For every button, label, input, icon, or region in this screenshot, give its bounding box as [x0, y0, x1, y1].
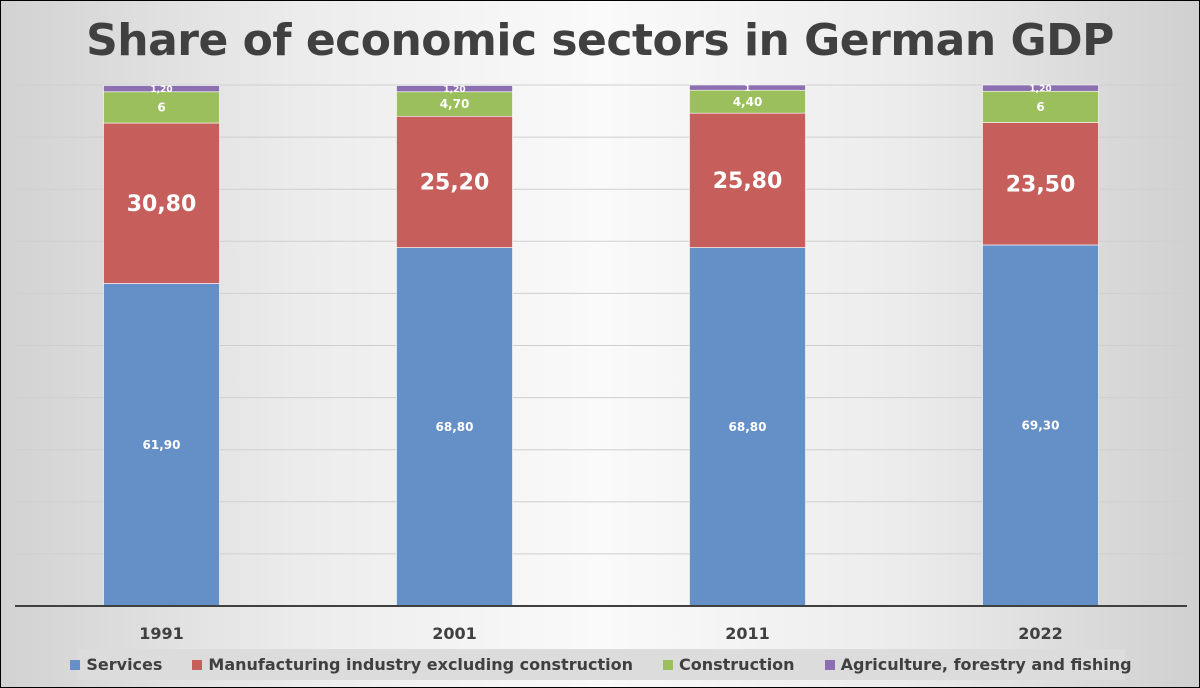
bar-segment [982, 84, 1099, 92]
data-label: 61,90 [143, 438, 181, 452]
legend-item-services: Services [70, 655, 162, 674]
data-label: 68,80 [729, 420, 767, 434]
legend-item-construction: Construction [662, 655, 795, 674]
data-label: 69,30 [1022, 419, 1060, 433]
bar-segment [689, 84, 806, 91]
data-label: 1,20 [150, 85, 172, 95]
bar-segment [103, 283, 220, 607]
legend-swatch-services [70, 659, 81, 670]
legend-label-services: Services [86, 655, 163, 674]
legend-swatch-construction [662, 659, 673, 670]
bar-segment [982, 90, 1099, 123]
data-label: 25,80 [713, 169, 783, 194]
bar-segment [689, 247, 806, 607]
legend-label-manufacturing: Manufacturing industry excluding constru… [208, 655, 633, 674]
data-label: 30,80 [127, 192, 197, 217]
legend-item-agriculture: Agriculture, forestry and fishing [824, 655, 1132, 674]
legend-swatch-manufacturing [192, 659, 203, 670]
bar-segment [396, 115, 513, 248]
bar-segment [396, 91, 513, 117]
bar-segment [103, 122, 220, 284]
data-label: 68,80 [436, 420, 474, 434]
data-label: 4,70 [440, 97, 470, 111]
x-tick-label: 2011 [725, 624, 770, 643]
data-label: 4,40 [733, 95, 763, 109]
bar-segment [103, 91, 220, 124]
bar-segment [982, 244, 1099, 607]
data-label: 1,20 [1029, 84, 1051, 94]
chart-title: Share of economic sectors in German GDP [86, 15, 1114, 66]
x-tick-label: 2001 [432, 624, 477, 643]
data-label: 6 [1036, 100, 1044, 114]
chart-legend: Services Manufacturing industry excludin… [70, 649, 1132, 680]
data-label: 1,20 [443, 85, 465, 95]
legend-label-agriculture: Agriculture, forestry and fishing [840, 655, 1132, 674]
x-tick-label: 1991 [139, 624, 184, 643]
bar-segment [103, 85, 220, 93]
bar-segment [396, 247, 513, 607]
bar-segment [689, 112, 806, 248]
legend-item-manufacturing: Manufacturing industry excluding constru… [192, 655, 633, 674]
data-label: 6 [157, 101, 165, 115]
legend-swatch-agriculture [824, 659, 835, 670]
data-label: 25,20 [420, 171, 490, 196]
bar-segment [396, 85, 513, 93]
data-label: 23,50 [1006, 172, 1076, 197]
legend-label-construction: Construction [678, 655, 795, 674]
data-label: 1 [744, 84, 750, 94]
bar-segment [982, 122, 1099, 246]
x-tick-label: 2022 [1018, 624, 1063, 643]
